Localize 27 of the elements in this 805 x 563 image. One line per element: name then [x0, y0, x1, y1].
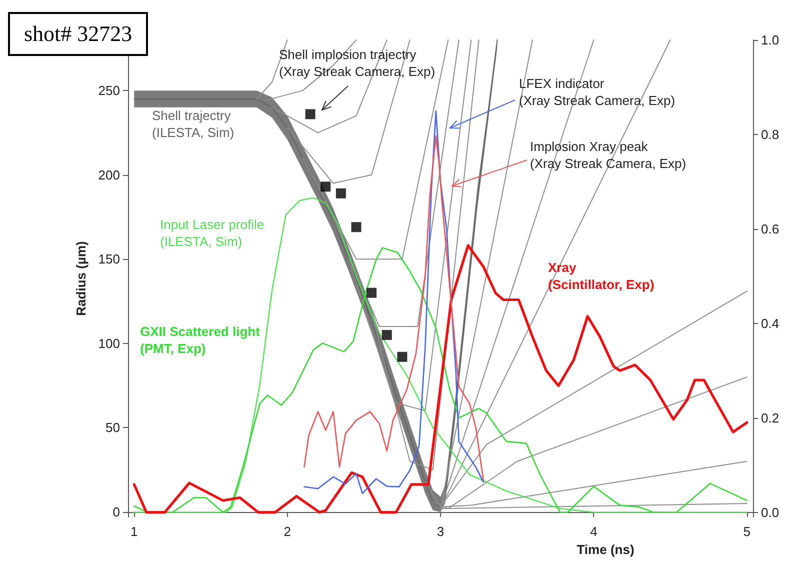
y-axis-title: Radius (µm)	[73, 241, 88, 316]
x-tick-label: 4	[590, 524, 598, 539]
x-tick-label: 2	[284, 524, 291, 539]
series-label: Shell trajectry (ILESTA, Sim)	[152, 108, 234, 140]
y2-tick-label: 0.6	[761, 221, 780, 236]
text: GXII Scattered light (PMT, Exp)	[140, 324, 261, 356]
x-tick-label: 1	[130, 524, 138, 539]
text: Shell implosion trajectry (Xray Streak Camera, Exp)	[279, 47, 436, 79]
x-tick-label: 3	[436, 524, 444, 539]
x-tick-label: 5	[743, 524, 750, 539]
y-tick-label: 200	[98, 167, 120, 182]
y2-tick-label: 1.0	[761, 32, 780, 48]
y2-tick-label: 0.0	[761, 504, 780, 520]
y2-tick-label: 0.2	[761, 410, 780, 426]
text: Xray (Scintillator, Exp)	[548, 260, 654, 292]
text: Implosion Xray peak (Xray Streak Camera, Exp)	[530, 139, 686, 171]
y-tick-label: 100	[98, 336, 120, 351]
series-label: Input Laser profile (ILESTA, Sim)	[160, 217, 264, 249]
y-tick-label: 0	[112, 504, 120, 520]
x-axis-title: Time (ns)	[576, 542, 634, 557]
chart-title: shot# 32723	[8, 12, 148, 56]
y-tick-label: 150	[98, 252, 120, 267]
y-tick-label: 50	[106, 420, 120, 436]
text: LFEX indicator (Xray Streak Camera, Exp)	[519, 76, 676, 108]
y2-tick-label: 0.8	[761, 126, 780, 142]
y-tick-label: 250	[98, 83, 120, 98]
y2-tick-label: 0.4	[761, 316, 780, 331]
